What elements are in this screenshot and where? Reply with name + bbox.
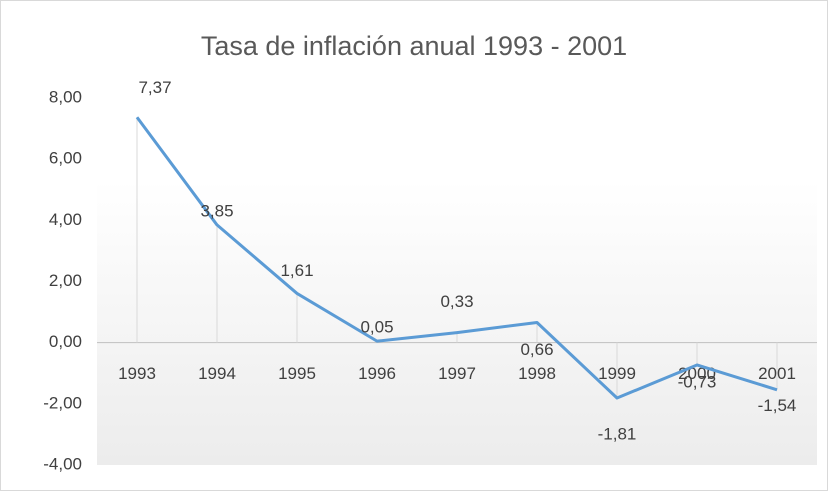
y-tick-label: 2,00	[49, 271, 82, 290]
x-tick-label: 1995	[278, 364, 316, 383]
value-label: -1,54	[758, 396, 797, 415]
value-label: 0,05	[360, 318, 393, 337]
value-label: 7,37	[138, 78, 171, 97]
x-tick-label: 1996	[358, 364, 396, 383]
y-tick-label: 0,00	[49, 332, 82, 351]
value-label: -1,81	[598, 425, 637, 444]
y-tick-label: 6,00	[49, 149, 82, 168]
x-tick-label: 1993	[118, 364, 156, 383]
value-label: 1,61	[280, 261, 313, 280]
y-tick-label: 8,00	[49, 87, 82, 106]
value-label: 3,85	[200, 201, 233, 220]
value-label: 0,66	[520, 340, 553, 359]
plot-background	[97, 180, 817, 465]
y-tick-label: -4,00	[43, 454, 82, 473]
y-tick-label: 4,00	[49, 210, 82, 229]
line	[135, 116, 778, 400]
x-tick-label: 1994	[198, 364, 236, 383]
value-label: -0,73	[678, 372, 717, 391]
x-tick-label: 2001	[758, 364, 796, 383]
x-tick-label: 1999	[598, 364, 636, 383]
x-tick-label: 1998	[518, 364, 556, 383]
y-tick-label: -2,00	[43, 393, 82, 412]
chart-title: Tasa de inflación anual 1993 - 2001	[201, 31, 627, 61]
value-label: 0,33	[440, 292, 473, 311]
x-tick-label: 1997	[438, 364, 476, 383]
